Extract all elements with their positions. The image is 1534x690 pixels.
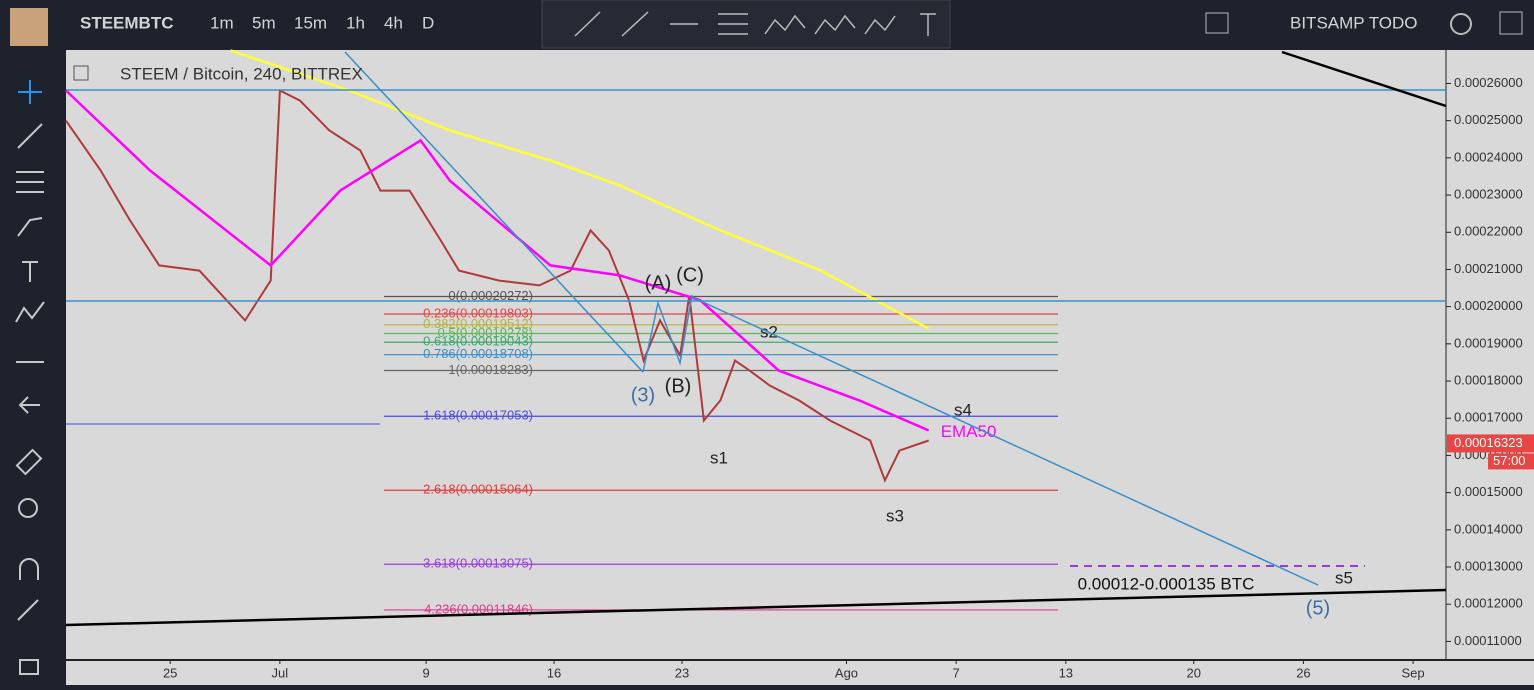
interval[interactable]: 1h bbox=[346, 13, 365, 32]
countdown-box bbox=[1488, 453, 1534, 470]
chart-title: STEEM / Bitcoin, 240, BITTREX bbox=[120, 64, 363, 83]
fib-label: 2.618(0.00015064) bbox=[423, 482, 533, 497]
y-tick-label: 0.00022000 bbox=[1454, 224, 1523, 239]
y-tick-label: 0.00021000 bbox=[1454, 261, 1523, 276]
x-tick-label: Sep bbox=[1402, 665, 1425, 680]
y-tick-label: 0.00024000 bbox=[1454, 149, 1523, 164]
settings[interactable] bbox=[1450, 13, 1472, 35]
y-tick-label: 0.00011000 bbox=[1454, 633, 1522, 648]
y-tick-label: 0.00012000 bbox=[1454, 596, 1523, 611]
price-axis bbox=[1446, 50, 1534, 660]
series-line bbox=[65, 88, 930, 483]
x-tick-label: 25 bbox=[163, 665, 177, 680]
series-line bbox=[65, 89, 930, 432]
countdown: 57:00 bbox=[1493, 453, 1526, 468]
annotation: (5) bbox=[1306, 597, 1330, 619]
fib-label: 0(0.00020272) bbox=[448, 288, 533, 303]
x-tick-label: Ago bbox=[835, 665, 858, 680]
left-tools[interactable] bbox=[15, 80, 45, 675]
x-tick-label: 16 bbox=[547, 665, 561, 680]
interval[interactable]: 15m bbox=[294, 13, 327, 32]
last-price-box bbox=[1447, 434, 1534, 453]
symbol[interactable]: STEEMBTC bbox=[80, 13, 174, 32]
y-tick-label: 0.00026000 bbox=[1454, 75, 1523, 90]
fib-label: 1.618(0.00017053) bbox=[423, 408, 533, 423]
y-tick-label: 0.00018000 bbox=[1454, 372, 1523, 387]
x-tick-label: 9 bbox=[422, 665, 429, 680]
y-tick-label: 0.00017000 bbox=[1454, 410, 1523, 425]
y-tick-label: 0.00023000 bbox=[1454, 186, 1523, 201]
fib-label: 0.618(0.00019043) bbox=[423, 334, 533, 349]
last-price: 0.00016323 bbox=[1454, 435, 1523, 450]
interval[interactable]: D bbox=[422, 13, 434, 32]
x-tick-label: 13 bbox=[1059, 665, 1073, 680]
fullscreen[interactable] bbox=[1499, 11, 1523, 35]
y-tick-label: 0.00015000 bbox=[1454, 484, 1523, 499]
y-tick-label: 0.00020000 bbox=[1454, 298, 1523, 313]
x-tick-label: Jul bbox=[272, 665, 289, 680]
fib-label: 0.382(0.00019512) bbox=[423, 316, 533, 331]
y-tick-label: 0.00014000 bbox=[1454, 521, 1523, 536]
y-tick-label: 0.00019000 bbox=[1454, 335, 1523, 350]
avatar[interactable] bbox=[10, 8, 48, 46]
annotation: s1 bbox=[710, 448, 728, 467]
annotation: (3) bbox=[631, 384, 655, 406]
layout-name[interactable]: BITSAMP TODO bbox=[1290, 13, 1418, 32]
fib-label: 1(0.00018283) bbox=[448, 362, 533, 377]
annotation: s5 bbox=[1335, 568, 1353, 587]
x-tick-label: 26 bbox=[1296, 665, 1310, 680]
drawings bbox=[65, 50, 1447, 627]
annotation: s3 bbox=[886, 506, 904, 525]
fib-label: 0.5(0.00019278) bbox=[438, 325, 533, 340]
legend-toggle[interactable] bbox=[73, 65, 89, 81]
annotation: (C) bbox=[676, 264, 704, 286]
y-tick-label: 0.00025000 bbox=[1454, 112, 1523, 127]
left-toolbar bbox=[0, 48, 62, 685]
fib-label: 0.236(0.00019803) bbox=[423, 305, 533, 320]
fib-label: 0.786(0.00018708) bbox=[423, 346, 533, 361]
annotation: s4 bbox=[954, 400, 972, 419]
series-label: EMA50 bbox=[941, 422, 997, 441]
interval[interactable]: 1m bbox=[210, 13, 234, 32]
x-tick-label: 20 bbox=[1187, 665, 1201, 680]
interval[interactable]: 4h bbox=[384, 13, 403, 32]
interval[interactable]: 5m bbox=[252, 13, 276, 32]
series-line bbox=[230, 49, 930, 330]
x-tick-label: 23 bbox=[675, 665, 689, 680]
y-tick-label: 0.00013000 bbox=[1454, 558, 1523, 573]
layout-icon[interactable] bbox=[1205, 12, 1229, 34]
drawing-tools[interactable] bbox=[574, 11, 936, 37]
annotation: 0.00012-0.000135 BTC bbox=[1078, 574, 1255, 593]
annotation: (A) bbox=[645, 272, 672, 294]
x-tick-label: 7 bbox=[953, 665, 960, 680]
fib-label: 3.618(0.00013075) bbox=[423, 556, 533, 571]
time-axis bbox=[66, 660, 1534, 685]
annotation: (B) bbox=[665, 375, 692, 397]
